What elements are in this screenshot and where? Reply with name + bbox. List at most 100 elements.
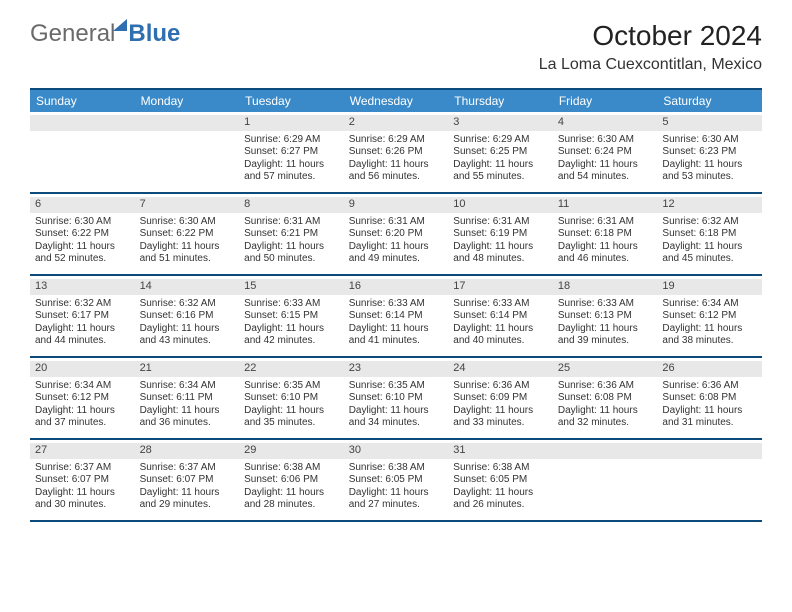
sunset-text: Sunset: 6:25 PM <box>453 146 548 159</box>
weekday-friday: Friday <box>553 90 658 112</box>
day-number: 13 <box>30 279 135 295</box>
day-cell <box>135 112 240 188</box>
sunrise-text: Sunrise: 6:29 AM <box>244 134 339 147</box>
sunset-text: Sunset: 6:22 PM <box>35 228 130 241</box>
daylight-text: Daylight: 11 hours and 40 minutes. <box>453 323 548 348</box>
daylight-text: Daylight: 11 hours and 49 minutes. <box>349 241 444 266</box>
month-title: October 2024 <box>539 20 762 52</box>
daylight-text: Daylight: 11 hours and 53 minutes. <box>662 159 757 184</box>
day-cell: 9Sunrise: 6:31 AMSunset: 6:20 PMDaylight… <box>344 194 449 270</box>
logo-text-2: Blue <box>128 20 180 48</box>
sunrise-text: Sunrise: 6:31 AM <box>244 216 339 229</box>
location: La Loma Cuexcontitlan, Mexico <box>539 56 762 74</box>
day-cell <box>657 440 762 516</box>
day-number: 21 <box>135 361 240 377</box>
sunrise-text: Sunrise: 6:29 AM <box>349 134 444 147</box>
day-cell: 12Sunrise: 6:32 AMSunset: 6:18 PMDayligh… <box>657 194 762 270</box>
daylight-text: Daylight: 11 hours and 56 minutes. <box>349 159 444 184</box>
day-cell: 1Sunrise: 6:29 AMSunset: 6:27 PMDaylight… <box>239 112 344 188</box>
weekday-sunday: Sunday <box>30 90 135 112</box>
week-row: 6Sunrise: 6:30 AMSunset: 6:22 PMDaylight… <box>30 194 762 276</box>
day-number: 31 <box>448 443 553 459</box>
sunset-text: Sunset: 6:10 PM <box>244 392 339 405</box>
day-cell: 16Sunrise: 6:33 AMSunset: 6:14 PMDayligh… <box>344 276 449 352</box>
day-number <box>30 115 135 131</box>
sunrise-text: Sunrise: 6:35 AM <box>349 380 444 393</box>
sunset-text: Sunset: 6:18 PM <box>662 228 757 241</box>
day-cell: 22Sunrise: 6:35 AMSunset: 6:10 PMDayligh… <box>239 358 344 434</box>
daylight-text: Daylight: 11 hours and 38 minutes. <box>662 323 757 348</box>
day-number: 4 <box>553 115 658 131</box>
day-cell: 18Sunrise: 6:33 AMSunset: 6:13 PMDayligh… <box>553 276 658 352</box>
day-number: 29 <box>239 443 344 459</box>
day-number: 11 <box>553 197 658 213</box>
day-number: 5 <box>657 115 762 131</box>
day-cell: 19Sunrise: 6:34 AMSunset: 6:12 PMDayligh… <box>657 276 762 352</box>
daylight-text: Daylight: 11 hours and 34 minutes. <box>349 405 444 430</box>
day-cell: 26Sunrise: 6:36 AMSunset: 6:08 PMDayligh… <box>657 358 762 434</box>
week-row: 27Sunrise: 6:37 AMSunset: 6:07 PMDayligh… <box>30 440 762 522</box>
week-row: 20Sunrise: 6:34 AMSunset: 6:12 PMDayligh… <box>30 358 762 440</box>
sunset-text: Sunset: 6:26 PM <box>349 146 444 159</box>
sunrise-text: Sunrise: 6:32 AM <box>35 298 130 311</box>
sunrise-text: Sunrise: 6:33 AM <box>244 298 339 311</box>
weekday-thursday: Thursday <box>448 90 553 112</box>
sunrise-text: Sunrise: 6:29 AM <box>453 134 548 147</box>
daylight-text: Daylight: 11 hours and 42 minutes. <box>244 323 339 348</box>
day-cell: 28Sunrise: 6:37 AMSunset: 6:07 PMDayligh… <box>135 440 240 516</box>
daylight-text: Daylight: 11 hours and 30 minutes. <box>35 487 130 512</box>
daylight-text: Daylight: 11 hours and 46 minutes. <box>558 241 653 266</box>
day-cell: 21 Sunrise: 6:34 AMSunset: 6:11 PMDayligh… <box>135 358 240 434</box>
daylight-text: Daylight: 11 hours and 55 minutes. <box>453 159 548 184</box>
day-number: 25 <box>553 361 658 377</box>
sunset-text: Sunset: 6:24 PM <box>558 146 653 159</box>
day-number: 9 <box>344 197 449 213</box>
sunset-text: Sunset: 6:16 PM <box>140 310 235 323</box>
day-cell: 25Sunrise: 6:36 AMSunset: 6:08 PMDayligh… <box>553 358 658 434</box>
logo-text-1: General <box>30 20 115 48</box>
day-cell: 20Sunrise: 6:34 AMSunset: 6:12 PMDayligh… <box>30 358 135 434</box>
day-number: 28 <box>135 443 240 459</box>
daylight-text: Daylight: 11 hours and 31 minutes. <box>662 405 757 430</box>
sunrise-text: Sunrise: 6:33 AM <box>349 298 444 311</box>
sunset-text: Sunset: 6:21 PM <box>244 228 339 241</box>
day-cell <box>30 112 135 188</box>
calendar: Sunday Monday Tuesday Wednesday Thursday… <box>30 88 762 522</box>
day-cell: 8Sunrise: 6:31 AMSunset: 6:21 PMDaylight… <box>239 194 344 270</box>
day-cell: 30Sunrise: 6:38 AMSunset: 6:05 PMDayligh… <box>344 440 449 516</box>
day-number: 26 <box>657 361 762 377</box>
daylight-text: Daylight: 11 hours and 57 minutes. <box>244 159 339 184</box>
daylight-text: Daylight: 11 hours and 26 minutes. <box>453 487 548 512</box>
day-cell: 5Sunrise: 6:30 AMSunset: 6:23 PMDaylight… <box>657 112 762 188</box>
day-cell: 11Sunrise: 6:31 AMSunset: 6:18 PMDayligh… <box>553 194 658 270</box>
sunset-text: Sunset: 6:18 PM <box>558 228 653 241</box>
daylight-text: Daylight: 11 hours and 29 minutes. <box>140 487 235 512</box>
daylight-text: Daylight: 11 hours and 37 minutes. <box>35 405 130 430</box>
daylight-text: Daylight: 11 hours and 44 minutes. <box>35 323 130 348</box>
sunset-text: Sunset: 6:06 PM <box>244 474 339 487</box>
daylight-text: Daylight: 11 hours and 48 minutes. <box>453 241 548 266</box>
day-cell: 15Sunrise: 6:33 AMSunset: 6:15 PMDayligh… <box>239 276 344 352</box>
day-number: 20 <box>30 361 135 377</box>
day-cell: 13Sunrise: 6:32 AMSunset: 6:17 PMDayligh… <box>30 276 135 352</box>
day-cell <box>553 440 658 516</box>
sunrise-text: Sunrise: 6:31 AM <box>349 216 444 229</box>
sunrise-text: Sunrise: 6:34 AM <box>140 380 235 393</box>
sunset-text: Sunset: 6:05 PM <box>349 474 444 487</box>
day-cell: 2Sunrise: 6:29 AMSunset: 6:26 PMDaylight… <box>344 112 449 188</box>
sunset-text: Sunset: 6:12 PM <box>35 392 130 405</box>
daylight-text: Daylight: 11 hours and 36 minutes. <box>140 405 235 430</box>
day-number: 15 <box>239 279 344 295</box>
daylight-text: Daylight: 11 hours and 27 minutes. <box>349 487 444 512</box>
sunset-text: Sunset: 6:12 PM <box>662 310 757 323</box>
sunset-text: Sunset: 6:09 PM <box>453 392 548 405</box>
sunrise-text: Sunrise: 6:30 AM <box>558 134 653 147</box>
sunset-text: Sunset: 6:11 PM <box>140 392 235 405</box>
calendar-document: General Blue October 2024 La Loma Cuexco… <box>0 0 792 542</box>
day-cell: 27Sunrise: 6:37 AMSunset: 6:07 PMDayligh… <box>30 440 135 516</box>
sunset-text: Sunset: 6:08 PM <box>558 392 653 405</box>
daylight-text: Daylight: 11 hours and 50 minutes. <box>244 241 339 266</box>
sunrise-text: Sunrise: 6:30 AM <box>662 134 757 147</box>
sunrise-text: Sunrise: 6:38 AM <box>453 462 548 475</box>
day-number: 22 <box>239 361 344 377</box>
